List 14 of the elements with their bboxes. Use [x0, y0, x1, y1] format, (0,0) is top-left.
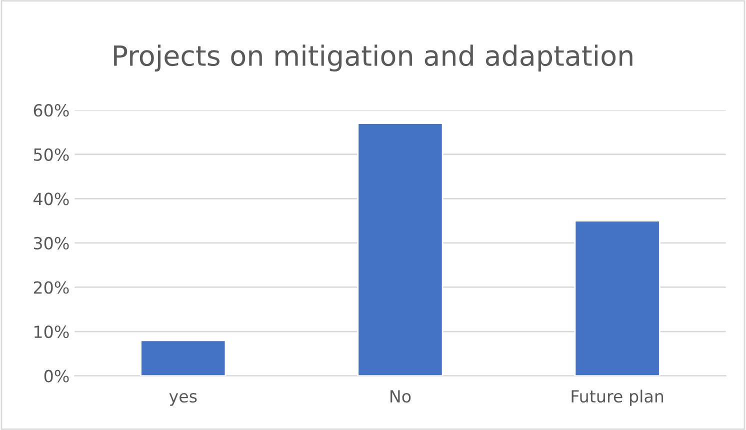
y-tick-label: 20% [34, 281, 69, 294]
y-tick-label: 60% [34, 104, 69, 117]
bar [574, 220, 660, 376]
x-tick-label: Future plan [572, 390, 664, 406]
x-tick-label: No [390, 390, 411, 403]
bar [140, 340, 226, 376]
x-tick-label: yes [169, 393, 197, 406]
bar [357, 122, 444, 376]
y-tick-label: 40% [34, 192, 69, 206]
y-tick-label: 30% [34, 236, 69, 250]
chart-title: Projects on mitigation and adaptation [114, 44, 632, 72]
y-tick-label: 10% [34, 325, 69, 338]
y-tick-label: 50% [34, 148, 69, 161]
y-tick-label: 0% [44, 370, 69, 382]
